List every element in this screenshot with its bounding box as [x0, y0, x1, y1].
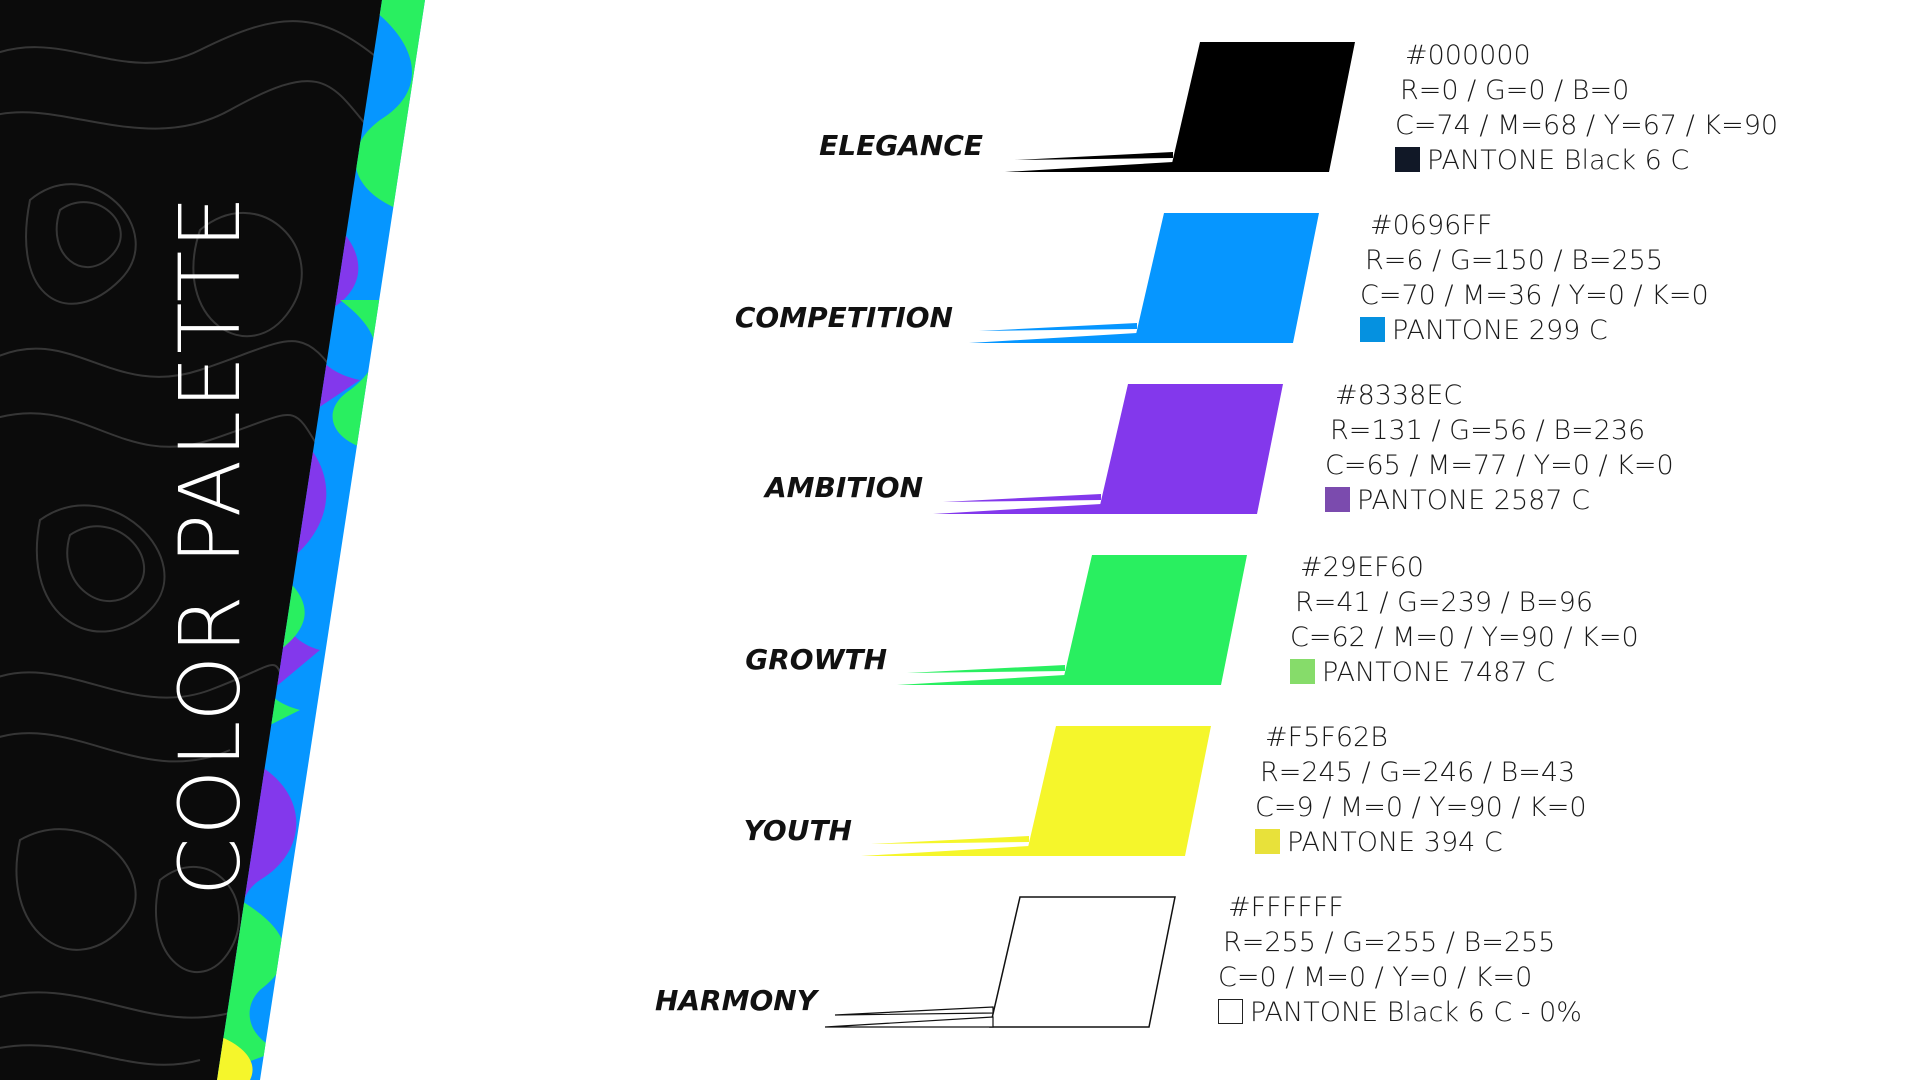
color-swatch — [989, 896, 1176, 1028]
pantone-line: PANTONE 299 C — [1360, 313, 1709, 348]
color-spec-block: #8338EC R=131 / G=56 / B=236 C=65 / M=77 /… — [1325, 378, 1674, 518]
color-spec-block: #29EF60 R=41 / G=239 / B=96 C=62 / M=0 / Y… — [1290, 550, 1639, 690]
swatch-group — [969, 213, 1319, 343]
hex-code: #0696FF — [1370, 210, 1493, 241]
color-name-label: AMBITION — [764, 471, 923, 504]
color-name-label: YOUTH — [743, 814, 852, 847]
pantone-name: PANTONE 2587 C — [1357, 485, 1590, 516]
pantone-line: PANTONE Black 6 C - 0% — [1218, 995, 1582, 1030]
color-name-label: GROWTH — [745, 643, 887, 676]
topographic-dark-background — [0, 0, 385, 1080]
speed-streak — [943, 494, 1101, 502]
color-name-label: ELEGANCE — [819, 129, 983, 162]
swatch-group — [933, 384, 1283, 514]
color-swatch — [1170, 42, 1355, 172]
swatch-group — [861, 726, 1211, 856]
swatch-group — [897, 555, 1247, 685]
side-panel: COLOR PALETTE — [0, 0, 440, 1080]
pantone-color-chip — [1255, 829, 1280, 854]
rgb-values: R=255 / G=255 / B=255 — [1223, 927, 1556, 958]
color-spec-block: #0696FF R=6 / G=150 / B=255 C=70 / M=36 / … — [1360, 208, 1709, 348]
color-spec-block: #F5F62B R=245 / G=246 / B=43 C=9 / M=0 / Y… — [1255, 720, 1587, 860]
cmyk-values: C=62 / M=0 / Y=90 / K=0 — [1290, 622, 1639, 653]
speed-streak — [871, 836, 1029, 844]
color-swatch — [1026, 726, 1211, 856]
hex-code: #000000 — [1405, 40, 1531, 71]
pantone-line: PANTONE 7487 C — [1290, 655, 1639, 690]
rgb-values: R=6 / G=150 / B=255 — [1365, 245, 1664, 276]
pantone-line: PANTONE Black 6 C — [1395, 143, 1778, 178]
pantone-color-chip — [1325, 487, 1350, 512]
cmyk-values: C=0 / M=0 / Y=0 / K=0 — [1218, 962, 1533, 993]
speed-streak — [969, 333, 1137, 343]
swatch-group — [1005, 42, 1355, 172]
pantone-name: PANTONE 394 C — [1287, 827, 1503, 858]
speed-streak — [897, 675, 1065, 685]
hex-code: #F5F62B — [1265, 722, 1388, 753]
color-name-label: HARMONY — [654, 984, 817, 1017]
pantone-color-chip — [1360, 317, 1385, 342]
pantone-line: PANTONE 394 C — [1255, 825, 1587, 860]
cmyk-values: C=65 / M=77 / Y=0 / K=0 — [1325, 450, 1674, 481]
pantone-name: PANTONE 7487 C — [1322, 657, 1555, 688]
color-spec-block: #000000 R=0 / G=0 / B=0 C=74 / M=68 / Y=67… — [1395, 38, 1778, 178]
pantone-color-chip — [1395, 147, 1420, 172]
speed-streak — [824, 1016, 994, 1028]
pantone-color-chip — [1218, 999, 1243, 1024]
speed-streak — [1005, 162, 1173, 172]
cmyk-values: C=74 / M=68 / Y=67 / K=90 — [1395, 110, 1779, 141]
rgb-values: R=0 / G=0 / B=0 — [1400, 75, 1630, 106]
pantone-name: PANTONE Black 6 C — [1427, 145, 1690, 176]
cmyk-values: C=70 / M=36 / Y=0 / K=0 — [1360, 280, 1709, 311]
pantone-name: PANTONE 299 C — [1392, 315, 1608, 346]
side-panel-graphic — [0, 0, 425, 1080]
speed-streak — [1015, 152, 1173, 160]
speed-streak — [834, 1006, 994, 1016]
rgb-values: R=41 / G=239 / B=96 — [1295, 587, 1594, 618]
pantone-color-chip — [1290, 659, 1315, 684]
speed-streak — [907, 665, 1065, 673]
color-swatch — [1134, 213, 1319, 343]
color-swatch — [1098, 384, 1283, 514]
color-name-label: COMPETITION — [734, 301, 953, 334]
pantone-name: PANTONE Black 6 C - 0% — [1250, 997, 1582, 1028]
hex-code: #29EF60 — [1300, 552, 1424, 583]
cmyk-values: C=9 / M=0 / Y=90 / K=0 — [1255, 792, 1587, 823]
topographic-contour-lines — [0, 20, 381, 1066]
color-spec-block: #FFFFFF R=255 / G=255 / B=255 C=0 / M=0 / … — [1218, 890, 1582, 1030]
speed-streak — [933, 504, 1101, 514]
color-swatch — [1062, 555, 1247, 685]
speed-streak — [979, 323, 1137, 331]
swatch-group — [824, 896, 1176, 1028]
pantone-line: PANTONE 2587 C — [1325, 483, 1674, 518]
speed-streak — [861, 846, 1029, 856]
hex-code: #8338EC — [1335, 380, 1463, 411]
hex-code: #FFFFFF — [1228, 892, 1344, 923]
rgb-values: R=245 / G=246 / B=43 — [1260, 757, 1576, 788]
rgb-values: R=131 / G=56 / B=236 — [1330, 415, 1646, 446]
